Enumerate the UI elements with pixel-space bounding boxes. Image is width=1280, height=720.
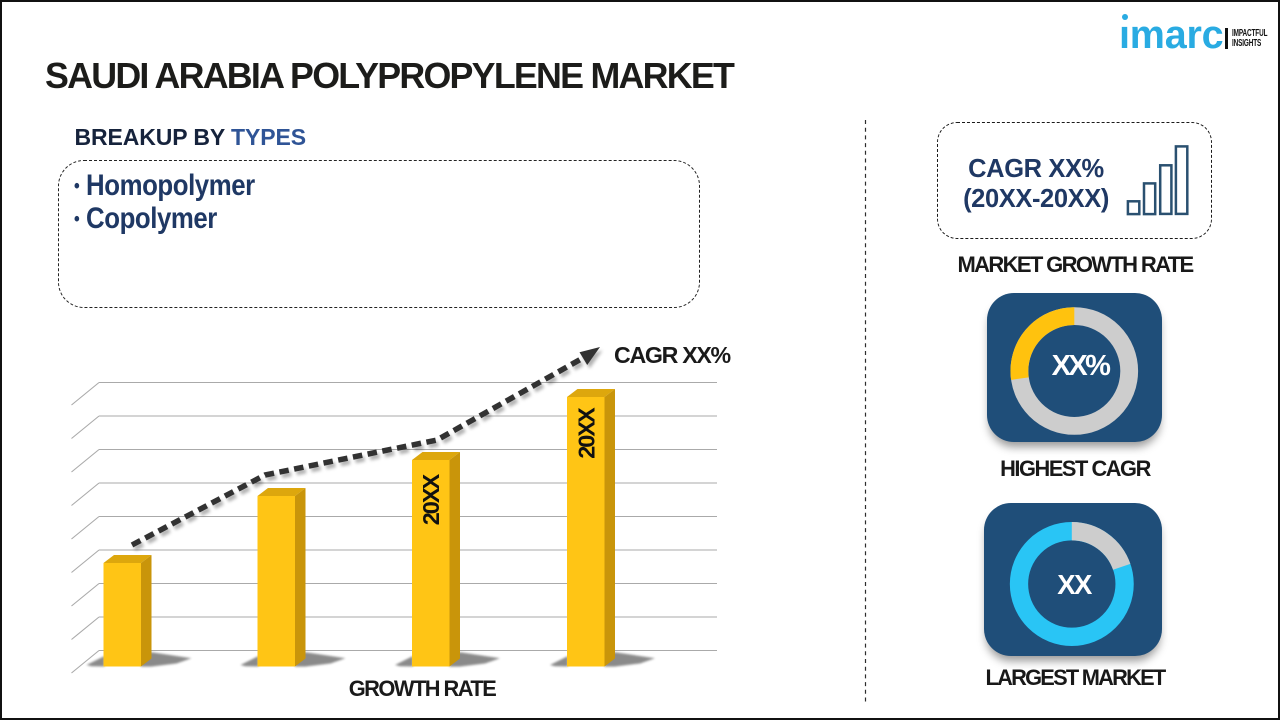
svg-text:20XX: 20XX <box>418 473 444 525</box>
svg-text:20XX: 20XX <box>574 407 600 459</box>
